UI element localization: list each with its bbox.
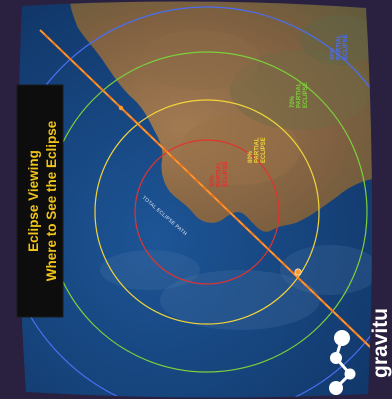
- zone-60-label: PARTIAL: [337, 34, 343, 60]
- ring-60-percent: [18, 6, 373, 398]
- title-banner: Eclipse Viewing Where to See the Eclipse: [16, 84, 64, 318]
- eclipse-track-dash: [39, 29, 373, 369]
- zone-90-sub: ECLIPSE: [223, 161, 229, 187]
- cloud-haze: [160, 270, 320, 330]
- terrain-patch: [230, 50, 370, 130]
- ring-90-percent: [134, 139, 280, 285]
- zone-80-percent: 80%: [248, 150, 254, 163]
- title-line-1: Eclipse Viewing: [26, 150, 41, 252]
- zone-60-sub: ECLIPSE: [343, 34, 349, 60]
- land-mass: [70, 1, 373, 232]
- brand-name: gravitu: [369, 308, 392, 378]
- satellite-icon: [329, 330, 356, 395]
- terrain-patch: [300, 15, 373, 65]
- zone-70-label: PARTIAL: [297, 82, 303, 108]
- title-line-2: Where to See the Eclipse: [44, 120, 59, 281]
- zone-60-percent: 60%: [330, 47, 336, 60]
- zone-70-sub: ECLIPSE: [303, 82, 309, 108]
- terrain-patch: [140, 30, 260, 90]
- cloud-haze: [100, 250, 200, 290]
- title-banner-background: [16, 84, 64, 318]
- zone-90-percent: 90%: [210, 174, 216, 187]
- zone-90-label: PARTIAL: [217, 161, 223, 187]
- track-marker: [118, 105, 124, 111]
- cloud-haze: [280, 245, 373, 295]
- zone-80-label: PARTIAL: [255, 137, 261, 163]
- zone-70-percent: 70%: [290, 95, 296, 108]
- zone-80-sub: ECLIPSE: [261, 137, 267, 163]
- brand-logo: gravitu: [329, 308, 392, 395]
- track-marker: [294, 268, 302, 276]
- ring-80-percent: [94, 99, 320, 325]
- terrain-patch: [180, 115, 300, 185]
